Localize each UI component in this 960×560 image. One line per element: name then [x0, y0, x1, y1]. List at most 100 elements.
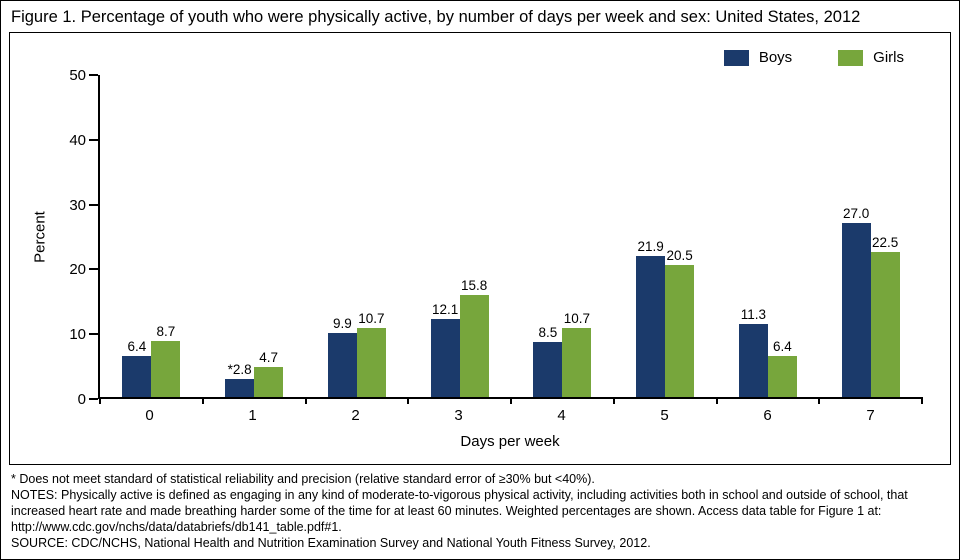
bar-wrap-boys-6: 11.3 — [738, 75, 768, 397]
bar-girls-0 — [151, 340, 181, 397]
y-tick-label-50: 50 — [69, 67, 86, 84]
bar-value-label-girls-1: 4.7 — [259, 349, 279, 365]
bar-boys-0 — [122, 355, 152, 397]
bar-value-label-boys-2: 9.9 — [332, 316, 352, 332]
y-tick-mark-30 — [89, 203, 98, 206]
chart-box: Boys Girls Percent 6.4 8.7 *2.8 4.7 9.9 10.7 12… — [9, 32, 951, 465]
bar-group-0: 6.4 8.7 — [100, 75, 203, 397]
y-tick-label-0: 0 — [77, 391, 86, 408]
bar-value-label-boys-3: 12.1 — [431, 302, 459, 318]
y-tick-mark-50 — [89, 74, 98, 76]
bar-wrap-boys-2: 9.9 — [327, 75, 357, 397]
bar-value-label-boys-6: 11.3 — [740, 307, 767, 323]
bar-wrap-boys-3: 12.1 — [430, 75, 460, 397]
bar-value-label-boys-7: 27.0 — [842, 206, 870, 222]
bar-group-2: 9.9 10.7 — [306, 75, 409, 397]
bar-wrap-girls-5: 20.5 — [665, 75, 695, 397]
y-tick-mark-10 — [89, 333, 98, 336]
bar-value-label-girls-6: 6.4 — [772, 338, 792, 354]
x-tick-mark-6 — [715, 397, 718, 404]
footnote-asterisk: * Does not meet standard of statistical … — [11, 472, 595, 486]
y-tick-label-20: 20 — [69, 261, 86, 279]
bar-group-5: 21.9 20.5 — [614, 75, 717, 397]
x-tick-label-6: 6 — [763, 407, 772, 424]
bar-wrap-boys-7: 27.0 — [841, 75, 871, 397]
bar-group-4: 8.5 10.7 — [511, 75, 614, 397]
bar-group-7: 27.0 22.5 — [819, 75, 922, 397]
x-tick-label-7: 7 — [866, 407, 875, 424]
legend-swatch-girls — [838, 49, 864, 66]
bar-boys-6 — [738, 324, 768, 397]
bar-girls-2 — [356, 328, 386, 397]
x-tick-mark-1 — [201, 397, 204, 404]
footnotes: * Does not meet standard of statistical … — [11, 471, 949, 551]
bar-girls-7 — [870, 252, 900, 397]
bar-value-label-girls-7: 22.5 — [871, 235, 899, 251]
x-axis-tick-labels: 0 1 2 3 4 5 6 7 — [98, 407, 922, 424]
y-tick-mark-40 — [89, 138, 98, 141]
x-tick-mark-8 — [921, 397, 923, 404]
y-tick-mark-0 — [89, 398, 98, 400]
bar-group-1: *2.8 4.7 — [203, 75, 306, 397]
bar-value-label-boys-5: 21.9 — [637, 238, 664, 254]
x-tick-label-2: 2 — [351, 407, 360, 424]
bar-wrap-girls-7: 22.5 — [870, 75, 900, 397]
bar-boys-1 — [225, 378, 255, 397]
y-tick-label-30: 30 — [69, 196, 86, 214]
bar-wrap-boys-5: 21.9 — [636, 75, 666, 397]
bar-wrap-girls-4: 10.7 — [562, 75, 592, 397]
x-axis-label: Days per week — [460, 433, 560, 450]
bar-girls-1 — [254, 366, 284, 397]
bar-group-6: 11.3 6.4 — [717, 75, 820, 397]
bar-wrap-boys-0: 6.4 — [122, 75, 152, 397]
bar-boys-4 — [533, 342, 563, 397]
bar-wrap-girls-2: 10.7 — [356, 75, 386, 397]
plot-area: 6.4 8.7 *2.8 4.7 9.9 10.7 12.1 15.8 8.5 10.7 21.9 2… — [98, 75, 923, 404]
x-tick-mark-5 — [612, 397, 615, 404]
plot-region: Percent 6.4 8.7 *2.8 4.7 9.9 10.7 12.1 15.8 8.5 1… — [32, 67, 923, 408]
bar-girls-4 — [562, 328, 592, 397]
x-tick-label-0: 0 — [145, 407, 154, 424]
x-tick-mark-7 — [818, 397, 821, 404]
x-tick-label-3: 3 — [454, 407, 463, 424]
footnote-source: SOURCE: CDC/NCHS, National Health and Nu… — [11, 536, 651, 550]
bar-boys-3 — [430, 319, 460, 397]
legend-item-girls: Girls — [838, 49, 904, 66]
figure-title: Figure 1. Percentage of youth who were p… — [11, 8, 861, 26]
x-tick-label-4: 4 — [557, 407, 566, 424]
bar-value-label-boys-4: 8.5 — [538, 325, 558, 341]
bar-boys-2 — [327, 333, 357, 397]
bar-value-label-boys-0: 6.4 — [127, 338, 147, 354]
bar-value-label-girls-2: 10.7 — [358, 311, 385, 327]
x-tick-mark-0 — [99, 397, 101, 404]
bar-value-label-girls-0: 8.7 — [156, 323, 176, 339]
bar-value-label-girls-3: 15.8 — [460, 278, 488, 294]
bar-value-label-girls-5: 20.5 — [666, 247, 693, 263]
bar-value-label-boys-1: *2.8 — [227, 361, 252, 377]
bar-girls-5 — [665, 264, 695, 397]
y-tick-label-10: 10 — [69, 326, 86, 344]
y-tick-label-40: 40 — [69, 131, 86, 149]
bar-wrap-boys-1: *2.8 — [225, 75, 255, 397]
x-tick-mark-2 — [304, 397, 307, 404]
y-tick-mark-20 — [89, 268, 98, 271]
x-tick-mark-3 — [407, 397, 410, 404]
legend: Boys Girls — [723, 49, 904, 66]
x-tick-label-5: 5 — [660, 407, 669, 424]
legend-swatch-boys — [723, 49, 749, 66]
footnote-notes: NOTES: Physically active is defined as e… — [11, 488, 908, 534]
bar-wrap-boys-4: 8.5 — [533, 75, 563, 397]
bar-value-label-girls-4: 10.7 — [563, 311, 591, 327]
legend-label-girls: Girls — [873, 49, 904, 66]
bar-group-3: 12.1 15.8 — [408, 75, 511, 397]
bar-wrap-girls-3: 15.8 — [459, 75, 489, 397]
bar-boys-5 — [636, 255, 666, 397]
legend-item-boys: Boys — [723, 49, 793, 66]
bar-wrap-girls-0: 8.7 — [151, 75, 181, 397]
bar-girls-6 — [767, 355, 797, 397]
x-tick-label-1: 1 — [248, 407, 257, 424]
bar-wrap-girls-1: 4.7 — [254, 75, 284, 397]
bar-girls-3 — [459, 295, 489, 397]
legend-label-boys: Boys — [758, 49, 793, 66]
